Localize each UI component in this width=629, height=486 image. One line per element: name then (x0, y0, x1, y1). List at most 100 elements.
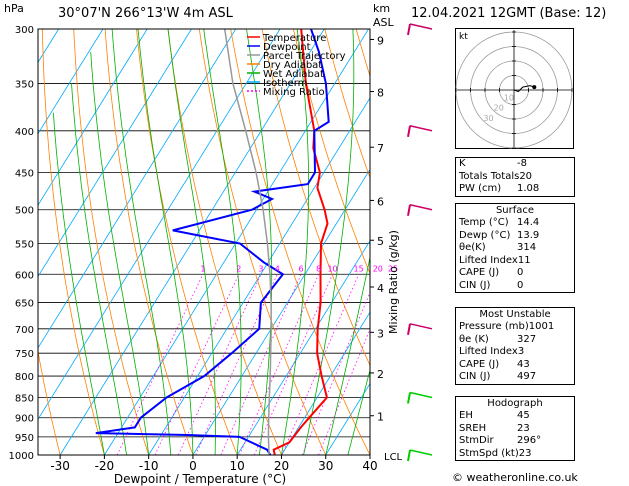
storm-motion-marker (532, 85, 537, 90)
hodograph-ring-label: 30 (483, 114, 493, 123)
mixing-ratio-label: 2 (236, 264, 241, 273)
hodograph-unit: kt (459, 32, 468, 42)
km-unit-label: km (373, 2, 391, 15)
pressure-tick-label: 850 (15, 393, 34, 404)
mixing-ratio-line (318, 328, 370, 455)
km-tick-label: 5 (377, 235, 384, 248)
wind-barb (407, 125, 433, 137)
index-row: PW (cm) 1.08 (456, 183, 574, 196)
index-row: EH 45 (456, 410, 574, 423)
lcl-label: LCL (384, 452, 403, 463)
section-title: Hodograph (487, 398, 543, 409)
wind-barb (407, 391, 433, 404)
legend-label: Mixing Ratio (263, 87, 325, 98)
wind-barbs (407, 23, 433, 462)
section-title: Most Unstable (479, 309, 551, 320)
index-label: StmDir (459, 435, 494, 446)
dry-adiabat-line (198, 29, 327, 455)
index-label: Lifted Index (459, 254, 518, 266)
index-value: 1001 (528, 321, 555, 332)
index-row: Pressure (mb) 1001 (456, 321, 574, 334)
index-label: Pressure (mb) (459, 321, 529, 332)
mixing-ratio-line (220, 274, 302, 455)
isotherm-line (192, 168, 370, 455)
mixing-ratio-line (154, 274, 240, 455)
dry-adiabat-line (261, 29, 370, 367)
mixing-ratio-label: 15 (354, 264, 364, 273)
hodograph-ring-label: 10 (504, 93, 514, 102)
pressure-tick-label: 550 (15, 239, 34, 250)
index-value: 497 (517, 371, 537, 382)
footer-credit: © weatheronline.co.uk (452, 471, 578, 484)
index-row: SREH 23 (456, 423, 574, 436)
legend-label: Temperature (262, 33, 326, 44)
index-value: 0 (517, 267, 524, 278)
dry-adiabat-line (576, 29, 629, 455)
wind-barb (407, 23, 433, 36)
mixing-ratio-label: 10 (327, 264, 337, 273)
wet-adiabat-line (71, 83, 127, 455)
temp-tick-label: 20 (274, 459, 289, 473)
mixing-ratio-line (239, 274, 319, 455)
asl-unit-label: ASL (373, 16, 394, 29)
dry-adiabat-line (42, 29, 105, 455)
index-label: StmSpd (kt) (459, 447, 519, 459)
dry-adiabat-line (136, 29, 238, 455)
index-label: CIN (J) (459, 279, 491, 291)
section-title: Surface (495, 205, 535, 216)
km-tick-label: 1 (377, 411, 384, 424)
index-label: EH (459, 410, 473, 421)
wind-barb (407, 204, 433, 216)
pressure-tick-label: 650 (15, 299, 34, 310)
km-tick-label: 6 (377, 195, 384, 208)
pressure-tick-label: 800 (15, 372, 34, 383)
x-axis-label: Dewpoint / Temperature (°C) (114, 472, 286, 486)
index-row: Temp (°C) 14.4 (456, 217, 574, 230)
mixing-ratio-label: 4 (275, 264, 280, 273)
mixing-ratio-label: 6 (299, 264, 304, 273)
datetime-label: 12.04.2021 12GMT (Base: 12) (411, 6, 607, 21)
index-value: 43 (517, 358, 530, 370)
legend-label: Dry Adiabat (263, 60, 322, 71)
hodograph-trace (513, 85, 535, 93)
mixing-ratio-axis-label: Mixing Ratio (g/kg) (387, 230, 400, 334)
isotherm-line (38, 29, 104, 135)
index-label: SREH (459, 422, 487, 434)
hodograph-frame (455, 28, 574, 149)
index-value: 3 (517, 346, 525, 357)
temp-tick-label: 40 (362, 459, 377, 473)
index-label: Dewp (°C) (459, 229, 511, 241)
mixing-ratio-label: 20 (373, 264, 383, 273)
index-value: 20 (519, 170, 533, 182)
hpa-unit-label: hPa (4, 2, 24, 15)
index-row: Totals Totals 20 (456, 171, 574, 184)
isotherm-line (0, 29, 14, 455)
index-row: Lifted Index 3 (456, 346, 574, 359)
index-row: CIN (J) 497 (456, 371, 574, 384)
temp-tick-label: 0 (189, 459, 197, 473)
index-label: K (459, 158, 466, 169)
wet-adiabat-line (281, 29, 310, 455)
mixing-ratio-label: 8 (316, 264, 321, 273)
km-tick-label: 7 (377, 142, 384, 155)
dry-adiabat-line (230, 29, 370, 455)
index-value: 0 (517, 279, 524, 291)
hodograph-indices-box: Hodograph EH 45 SREH 23 StmDir 296° StmSpd (kt)… (455, 396, 575, 461)
mixing-ratio-line (253, 274, 333, 455)
index-value: -8 (517, 158, 527, 169)
index-row: StmDir 296° (456, 435, 574, 448)
index-label: θe(K) (459, 242, 486, 253)
index-value: 14.4 (517, 217, 540, 228)
index-label: PW (cm) (459, 183, 502, 194)
isotherm-line (38, 29, 237, 349)
isotherm-line (38, 29, 281, 421)
temp-tick-label: 30 (318, 459, 333, 473)
km-tick-label: 3 (377, 327, 384, 340)
plot-frame (37, 28, 371, 456)
mixing-ratio-line (195, 274, 278, 455)
pressure-tick-label: 450 (15, 168, 34, 179)
series-parcel-trajectory (223, 29, 272, 455)
